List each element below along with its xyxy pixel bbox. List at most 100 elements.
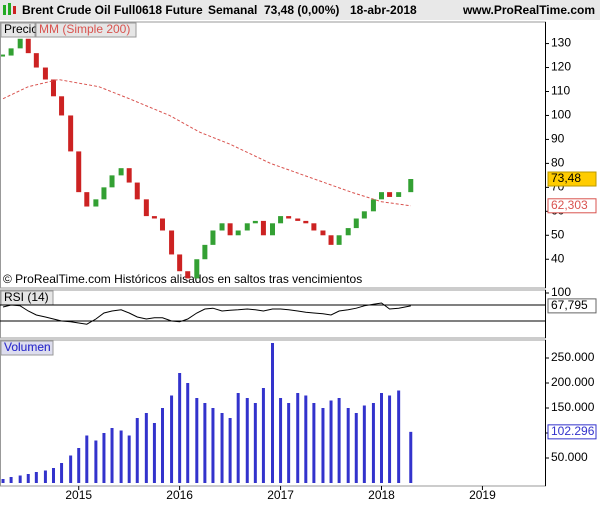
value-badge-label: 62,303 — [551, 198, 588, 212]
volume-bar — [85, 435, 89, 483]
x-tick-label: 2018 — [368, 488, 395, 502]
volume-bar — [152, 423, 156, 483]
candle — [227, 223, 233, 236]
legend-bg — [35, 22, 137, 38]
value-badge — [547, 171, 597, 187]
volume-bar — [144, 413, 148, 483]
candle — [387, 192, 393, 197]
volume-bar — [203, 403, 207, 483]
volume-bar — [135, 418, 139, 483]
candle — [235, 230, 241, 236]
candle — [134, 182, 140, 200]
candle — [33, 53, 39, 68]
candle — [353, 218, 359, 229]
panel-label-bg — [0, 22, 36, 38]
volume-bar — [296, 393, 300, 483]
x-tick-label: 2019 — [469, 488, 496, 502]
y-tick-label: 110 — [551, 84, 570, 98]
volume-bar — [371, 403, 375, 483]
header-bar — [0, 0, 600, 20]
volume-bar — [279, 398, 283, 483]
volume-bar — [51, 468, 55, 483]
candle — [101, 187, 107, 200]
volume-bar — [43, 470, 47, 483]
value-badge — [547, 298, 597, 314]
volume-bar — [178, 373, 182, 483]
candle — [76, 151, 82, 193]
volume-bar — [346, 408, 350, 483]
header-quote: 73,48 (0,00%) — [264, 3, 339, 17]
candle — [93, 199, 99, 207]
y-tick-label: 200.000 — [551, 375, 595, 389]
volume-bar — [220, 413, 224, 483]
note: © ProRealTime.com Históricos alisados en… — [3, 272, 362, 286]
candle — [379, 192, 384, 200]
volume-bar — [388, 395, 392, 483]
candle — [177, 254, 183, 272]
header-title: Brent Crude Oil Full0618 Future — [22, 3, 203, 17]
volume-bar — [287, 403, 291, 483]
y-tick-label: 120 — [551, 60, 571, 74]
panel-label: Volumen — [4, 340, 51, 354]
value-badge-label: 73,48 — [551, 171, 581, 185]
legend-entry: MM (Simple 200) — [39, 22, 130, 36]
candle — [8, 48, 14, 56]
volume-bar — [253, 403, 257, 483]
volume-bar — [69, 455, 73, 483]
volume-bar — [354, 413, 358, 483]
panel-label: Volumen — [4, 340, 51, 354]
candle — [328, 235, 334, 245]
panel-label-bg — [0, 340, 54, 356]
candle — [345, 228, 351, 236]
panel-label: Precio — [4, 22, 38, 36]
candle — [210, 230, 216, 245]
volume-bar — [362, 405, 366, 483]
candle — [278, 216, 284, 224]
candle — [17, 38, 23, 49]
candle — [260, 220, 266, 236]
y-tick-label: 50 — [551, 227, 565, 241]
candle — [50, 79, 56, 97]
volume-bar — [304, 395, 308, 483]
candle — [25, 38, 31, 54]
candle — [84, 192, 90, 207]
volume-bar — [119, 430, 123, 483]
y-tick-label: 250.000 — [551, 350, 595, 364]
volume-bar — [26, 474, 30, 483]
y-tick-label: 150.000 — [551, 400, 595, 414]
candle — [370, 199, 376, 212]
candle — [336, 235, 342, 245]
x-tick-label: 2017 — [267, 488, 294, 502]
y-tick-label: 80 — [551, 156, 565, 170]
candle — [118, 168, 124, 176]
volume-bar — [170, 395, 174, 483]
volume-bar — [337, 398, 341, 483]
candle — [252, 220, 258, 224]
volume-bar — [60, 463, 64, 483]
candle — [169, 230, 175, 255]
candle — [286, 216, 292, 219]
moving-average — [2, 79, 411, 207]
candle — [270, 223, 275, 236]
volume-bar — [18, 475, 22, 483]
y-tick-label: 50.000 — [551, 450, 588, 464]
candle — [151, 216, 157, 219]
volume-bar — [409, 431, 413, 483]
x-tick-label: 2016 — [166, 488, 193, 502]
volume-bar — [160, 408, 164, 483]
volume-bar — [127, 435, 131, 483]
volume-bar — [77, 448, 81, 483]
volume-bar — [236, 393, 240, 483]
candle — [59, 96, 65, 116]
candle — [194, 259, 200, 279]
candle — [202, 244, 208, 260]
logo — [8, 3, 11, 15]
candle — [42, 67, 48, 80]
volume-bar — [271, 343, 274, 483]
y-tick-label: 130 — [551, 36, 571, 50]
rsi-line — [2, 302, 411, 325]
volume-bar — [397, 390, 401, 483]
candle — [303, 220, 309, 224]
